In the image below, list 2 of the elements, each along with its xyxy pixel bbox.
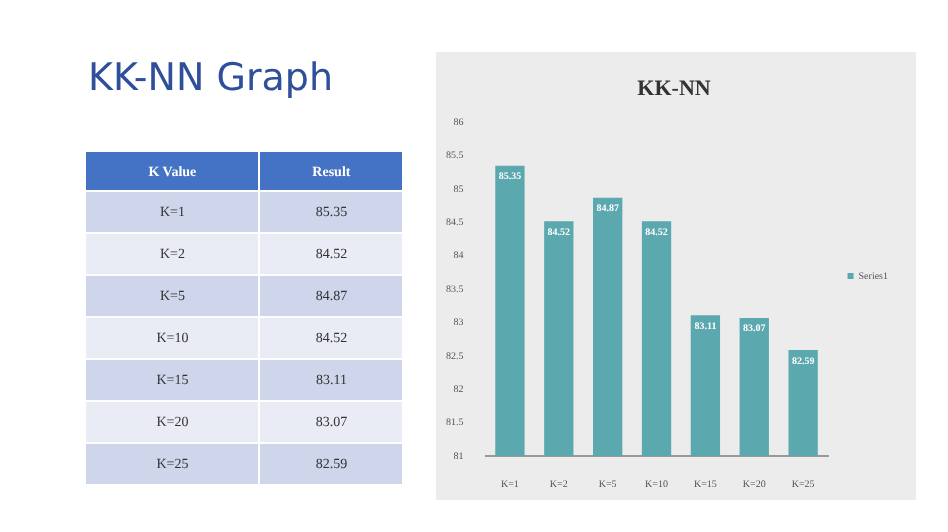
chart-title: KK-NN Graph [88,56,334,100]
chart-subtitle: KK-NN [637,76,711,101]
